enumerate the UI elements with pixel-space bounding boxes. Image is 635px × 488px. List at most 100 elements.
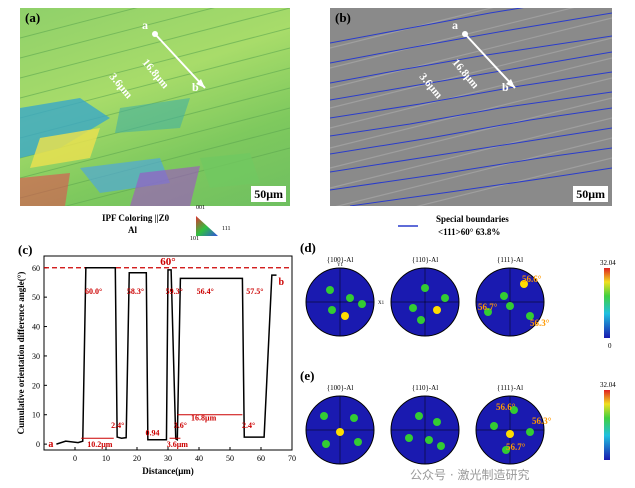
colorbar-max-label: 32.04 xyxy=(600,259,616,267)
y-tick-label: 10 xyxy=(32,411,40,420)
pole-spot xyxy=(346,294,354,302)
panel-b-label: (b) xyxy=(335,10,351,25)
point-b-label-b: b xyxy=(502,80,509,94)
annotation-label: 60.0° xyxy=(85,287,102,296)
point-a-label: a xyxy=(142,18,148,32)
pole-spot xyxy=(520,280,528,288)
pole-angle-label: 56.6° xyxy=(522,274,542,284)
pole-axis-y-label: Y1 xyxy=(337,263,344,268)
colorbar-max-label: 32.04 xyxy=(600,381,616,389)
measure-line-b xyxy=(464,33,516,89)
pole-angle-label: 56.6° xyxy=(496,402,516,412)
pole-spot xyxy=(326,286,334,294)
ipf-corner-101: 101 xyxy=(190,236,199,242)
panel-c-label: (c) xyxy=(18,242,33,257)
colorbar-min-label: 0 xyxy=(608,342,612,350)
pole-figure-title: {111}-Al xyxy=(497,256,523,264)
colorbar xyxy=(604,268,610,338)
pole-spot xyxy=(328,306,336,314)
pole-angle-label: 56.3° xyxy=(530,318,550,328)
ipf-legend-material: Al xyxy=(128,225,137,235)
point-a-marker xyxy=(152,31,158,37)
pole-spot xyxy=(433,418,441,426)
arrow-head-icon xyxy=(196,79,205,88)
y-axis-label: Cumulative orientation difference angle(… xyxy=(16,272,26,435)
x-tick-label: 30 xyxy=(164,454,172,463)
pole-figure-title: {100}-Al xyxy=(327,384,354,392)
pole-figure-title: {110}-Al xyxy=(412,256,438,264)
boundary-map-texture xyxy=(330,8,612,206)
pole-spot xyxy=(484,308,492,316)
boundary-map-panel: (b) a b 16.8μm 3.6μm 50μm xyxy=(330,8,612,206)
annotation-label: 2.4° xyxy=(111,421,124,430)
annotation-label: 3.6μm xyxy=(167,440,189,449)
x-tick-label: 10 xyxy=(102,454,110,463)
y-tick-label: 40 xyxy=(32,323,40,332)
annotation-label: 58.3° xyxy=(127,287,144,296)
special-boundaries-subtitle: <111>60° 63.8% xyxy=(438,227,501,237)
y-tick-label: 30 xyxy=(32,352,40,361)
annotation-label: 56.4° xyxy=(197,287,214,296)
pole-spot xyxy=(322,440,330,448)
pole-figures: {100}-Al {110}-Al {111}-Al {100}-Al {110}-Al… xyxy=(305,256,616,465)
ipf-map-panel: (a) a b 16.8μm 3.6μm 50μm xyxy=(20,8,290,206)
ipf-triangle-icon xyxy=(196,216,218,236)
colorbar xyxy=(604,390,610,460)
pole-figure-title: {100}-Al xyxy=(327,256,354,264)
x-tick-label: 0 xyxy=(73,454,77,463)
y-tick-label: 60 xyxy=(32,264,40,273)
end-label: b xyxy=(279,277,285,288)
pole-spot xyxy=(336,428,344,436)
annotation-label: 57.5° xyxy=(246,287,263,296)
panel-d-label: (d) xyxy=(300,240,316,255)
annotation-label: 16.8μm xyxy=(191,414,217,423)
pole-spot xyxy=(526,428,534,436)
pole-spot xyxy=(341,312,349,320)
panel-a-label: (a) xyxy=(25,10,41,25)
point-a-marker-b xyxy=(462,31,468,37)
x-tick-label: 60 xyxy=(257,454,265,463)
ipf-corner-111: 111 xyxy=(222,226,231,232)
pole-spot xyxy=(441,294,449,302)
pole-angle-label: 56.7° xyxy=(506,442,526,452)
pole-spot xyxy=(433,306,441,314)
x-tick-label: 70 xyxy=(288,454,296,463)
pole-angle-label: 56.7° xyxy=(478,302,498,312)
x-tick-label: 40 xyxy=(195,454,203,463)
special-boundary-line-icon xyxy=(398,225,418,227)
pole-spot xyxy=(490,422,498,430)
special-boundaries-title: Special boundaries xyxy=(436,214,509,224)
pole-spot xyxy=(506,302,514,310)
panel-e-label: (e) xyxy=(300,368,315,383)
pole-spot xyxy=(506,430,514,438)
watermark: 公众号 · 激光制造研究 xyxy=(410,468,530,482)
ipf-map-texture xyxy=(20,8,290,206)
pole-spot xyxy=(421,284,429,292)
reference-line-label: 60° xyxy=(160,256,175,268)
annotation-label: 0.94 xyxy=(146,428,160,437)
x-axis-label: Distance(μm) xyxy=(142,466,194,476)
pole-spot xyxy=(320,412,328,420)
pole-spot xyxy=(510,406,518,414)
pole-spot xyxy=(409,304,417,312)
pole-spot xyxy=(437,442,445,450)
y-tick-label: 20 xyxy=(32,381,40,390)
y-tick-label: 50 xyxy=(32,293,40,302)
ipf-legend-title: IPF Coloring ||Z0 xyxy=(102,213,170,223)
pole-spot xyxy=(358,300,366,308)
annotation-label: 3.6° xyxy=(174,421,187,430)
annotation-label: 2.4° xyxy=(242,421,255,430)
start-label: a xyxy=(48,439,53,450)
pole-spot xyxy=(354,438,362,446)
y-tick-label: 0 xyxy=(36,440,40,449)
x-tick-label: 50 xyxy=(226,454,234,463)
pole-axis-x-label: X1 xyxy=(378,301,385,306)
point-b-label: b xyxy=(192,80,199,94)
pole-spot xyxy=(526,312,534,320)
annotation-label: 10.2μm xyxy=(87,440,113,449)
scale-bar-b: 50μm xyxy=(573,186,608,202)
pole-figure-title: {111}-Al xyxy=(497,384,523,392)
pole-spot xyxy=(350,414,358,422)
pole-spot xyxy=(502,446,510,454)
pole-angle-label: 56.3° xyxy=(532,416,552,426)
